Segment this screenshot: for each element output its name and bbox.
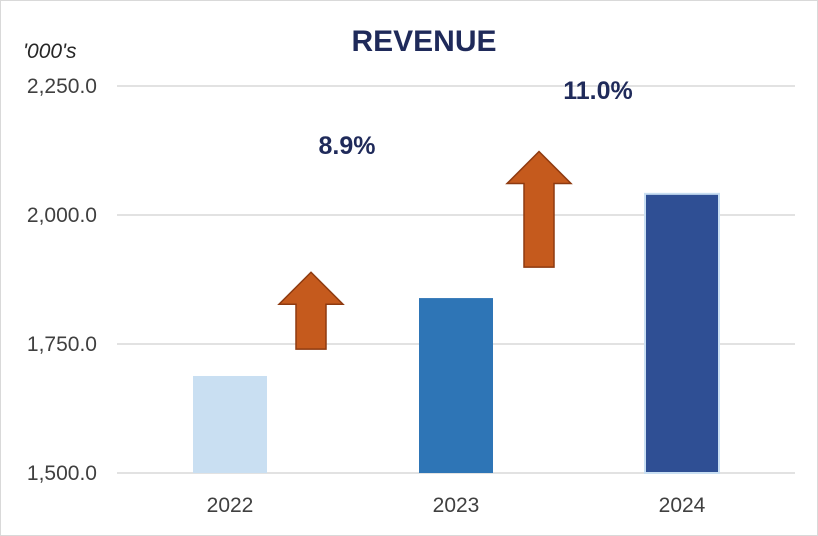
up-arrow-icon <box>505 150 573 268</box>
x-tick-label: 2022 <box>207 494 254 517</box>
y-tick-label: 2,000.0 <box>27 204 97 227</box>
bar-2022 <box>193 375 267 473</box>
x-tick-label: 2024 <box>659 494 706 517</box>
growth-label: 8.9% <box>319 132 376 160</box>
chart-title: REVENUE <box>351 25 496 58</box>
y-axis-unit-label: '000's <box>23 40 77 63</box>
growth-label: 11.0% <box>563 77 633 105</box>
growth-labels: 8.9% 11.0% <box>319 77 633 160</box>
x-axis-ticks: 2022 2023 2024 <box>207 494 706 517</box>
up-arrow-icon <box>277 271 345 350</box>
bar-2024 <box>644 192 720 474</box>
growth-arrows <box>277 150 573 350</box>
bars <box>193 192 720 474</box>
bar-2023 <box>419 298 493 473</box>
x-tick-label: 2023 <box>433 494 480 517</box>
y-axis-ticks: 1,500.0 1,750.0 2,000.0 2,250.0 <box>27 75 97 485</box>
y-tick-label: 1,500.0 <box>27 462 97 485</box>
y-tick-label: 2,250.0 <box>27 75 97 98</box>
y-tick-label: 1,750.0 <box>27 333 97 356</box>
